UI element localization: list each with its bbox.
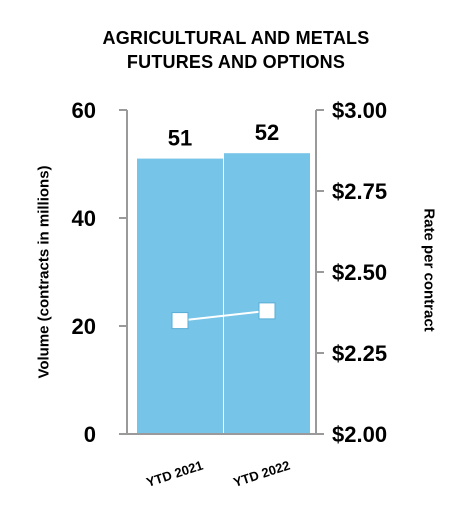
y-right-tick-label: $3.00 bbox=[332, 98, 387, 123]
bar-label-2: 52 bbox=[255, 120, 279, 145]
y-right-tick-label: $2.75 bbox=[332, 179, 387, 204]
y-left-tick-label: 0 bbox=[84, 422, 96, 447]
bar-2 bbox=[224, 153, 310, 434]
y-axis-left-label: Volume (contracts in millions) bbox=[35, 165, 53, 379]
chart-title-line-2: FUTURES AND OPTIONS bbox=[126, 52, 346, 72]
y-left-tick-label: 20 bbox=[72, 314, 96, 339]
bar-label-1: 51 bbox=[168, 126, 192, 151]
y-right-tick-label: $2.25 bbox=[332, 341, 387, 366]
x-category-label: YTD 2022 bbox=[231, 458, 291, 490]
bar-1 bbox=[137, 158, 223, 434]
y-left-tick-label: 60 bbox=[72, 98, 96, 123]
rate-line bbox=[179, 309, 268, 322]
y-axis-right-label: Rate per contract bbox=[420, 208, 438, 332]
y-right-tick-label: $2.50 bbox=[332, 260, 387, 285]
rate-marker-2 bbox=[258, 302, 276, 320]
chart-title-line-1: AGRICULTURAL AND METALS bbox=[102, 28, 370, 48]
x-category-label: YTD 2021 bbox=[144, 458, 204, 490]
rate-marker-1 bbox=[171, 312, 189, 330]
y-left-tick-label: 40 bbox=[72, 206, 96, 231]
y-right-tick-label: $2.00 bbox=[332, 422, 387, 447]
